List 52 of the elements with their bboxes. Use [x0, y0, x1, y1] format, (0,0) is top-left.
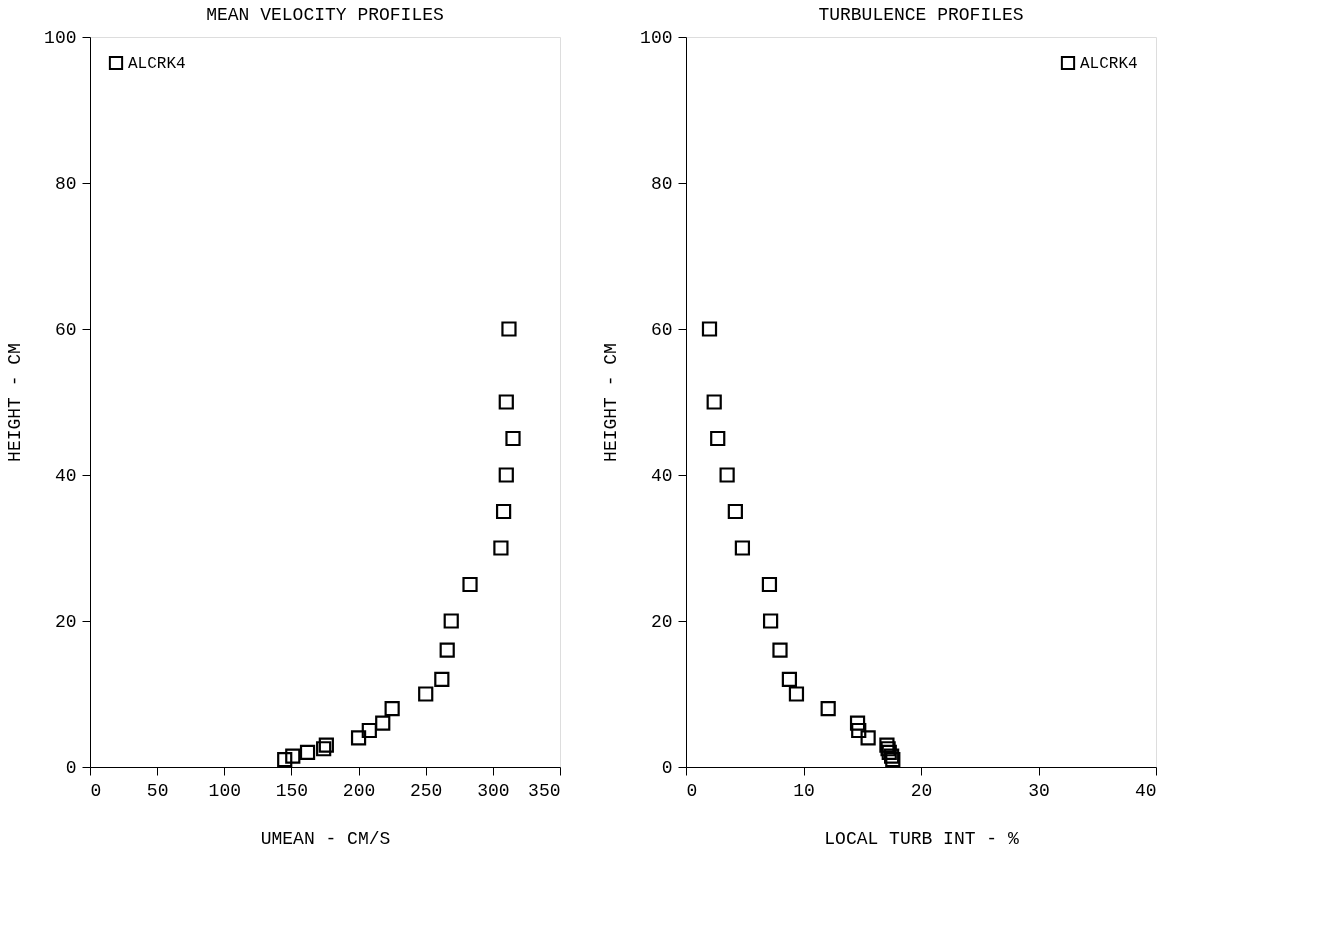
point — [727, 503, 743, 520]
point — [734, 540, 751, 556]
y-tick-label: 60 — [54, 319, 77, 340]
y-tick-label: 80 — [650, 173, 673, 194]
point — [851, 722, 867, 739]
x-axis-title: LOCAL TURB INT - % — [824, 828, 1019, 849]
point — [761, 576, 778, 593]
point — [710, 430, 726, 447]
point — [762, 613, 779, 629]
x-tick-label: 30 — [1028, 780, 1050, 801]
legend-label: ALCRK4 — [1080, 55, 1138, 73]
point — [788, 686, 805, 702]
legend-label: ALCRK4 — [128, 55, 186, 73]
x-tick-label: 150 — [275, 780, 309, 801]
point — [706, 394, 722, 410]
y-tick-label: 40 — [54, 465, 77, 486]
y-axis-title: HEIGHT - CM — [5, 343, 26, 462]
x-tick-label: 350 — [528, 780, 561, 801]
x-tick-label: 40 — [1134, 780, 1157, 801]
x-tick-label: 0 — [90, 780, 102, 801]
point — [879, 737, 895, 753]
point — [772, 642, 788, 658]
point — [849, 715, 866, 731]
y-tick-label: 100 — [44, 27, 77, 48]
x-tick-label: 0 — [686, 780, 698, 801]
x-tick-label: 100 — [208, 780, 241, 801]
y-tick-label: 20 — [54, 611, 77, 632]
y-axis-title: HEIGHT - CM — [601, 343, 622, 462]
x-tick-label: 10 — [793, 780, 815, 801]
y-tick-label: 0 — [65, 757, 77, 778]
x-tick-label: 250 — [410, 780, 443, 801]
point — [701, 321, 718, 337]
x-tick-label: 20 — [910, 780, 933, 801]
y-tick-label: 80 — [54, 173, 77, 194]
y-tick-label: 20 — [650, 611, 673, 632]
point — [719, 467, 735, 483]
chart-title: TURBULENCE PROFILES — [818, 5, 1024, 25]
point — [881, 744, 897, 761]
point — [885, 752, 901, 768]
x-tick-label: 300 — [477, 780, 510, 801]
point — [781, 671, 798, 688]
chart-title: MEAN VELOCITY PROFILES — [206, 5, 444, 25]
x-axis-title: UMEAN - CM/S — [260, 828, 391, 849]
y-tick-label: 60 — [650, 319, 673, 340]
point — [884, 748, 900, 764]
point — [860, 730, 876, 746]
y-tick-label: 100 — [640, 27, 673, 48]
point — [820, 700, 836, 717]
y-tick-label: 0 — [661, 757, 673, 778]
x-tick-label: 200 — [342, 780, 376, 801]
x-tick-label: 50 — [146, 780, 169, 801]
y-tick-label: 40 — [650, 465, 673, 486]
